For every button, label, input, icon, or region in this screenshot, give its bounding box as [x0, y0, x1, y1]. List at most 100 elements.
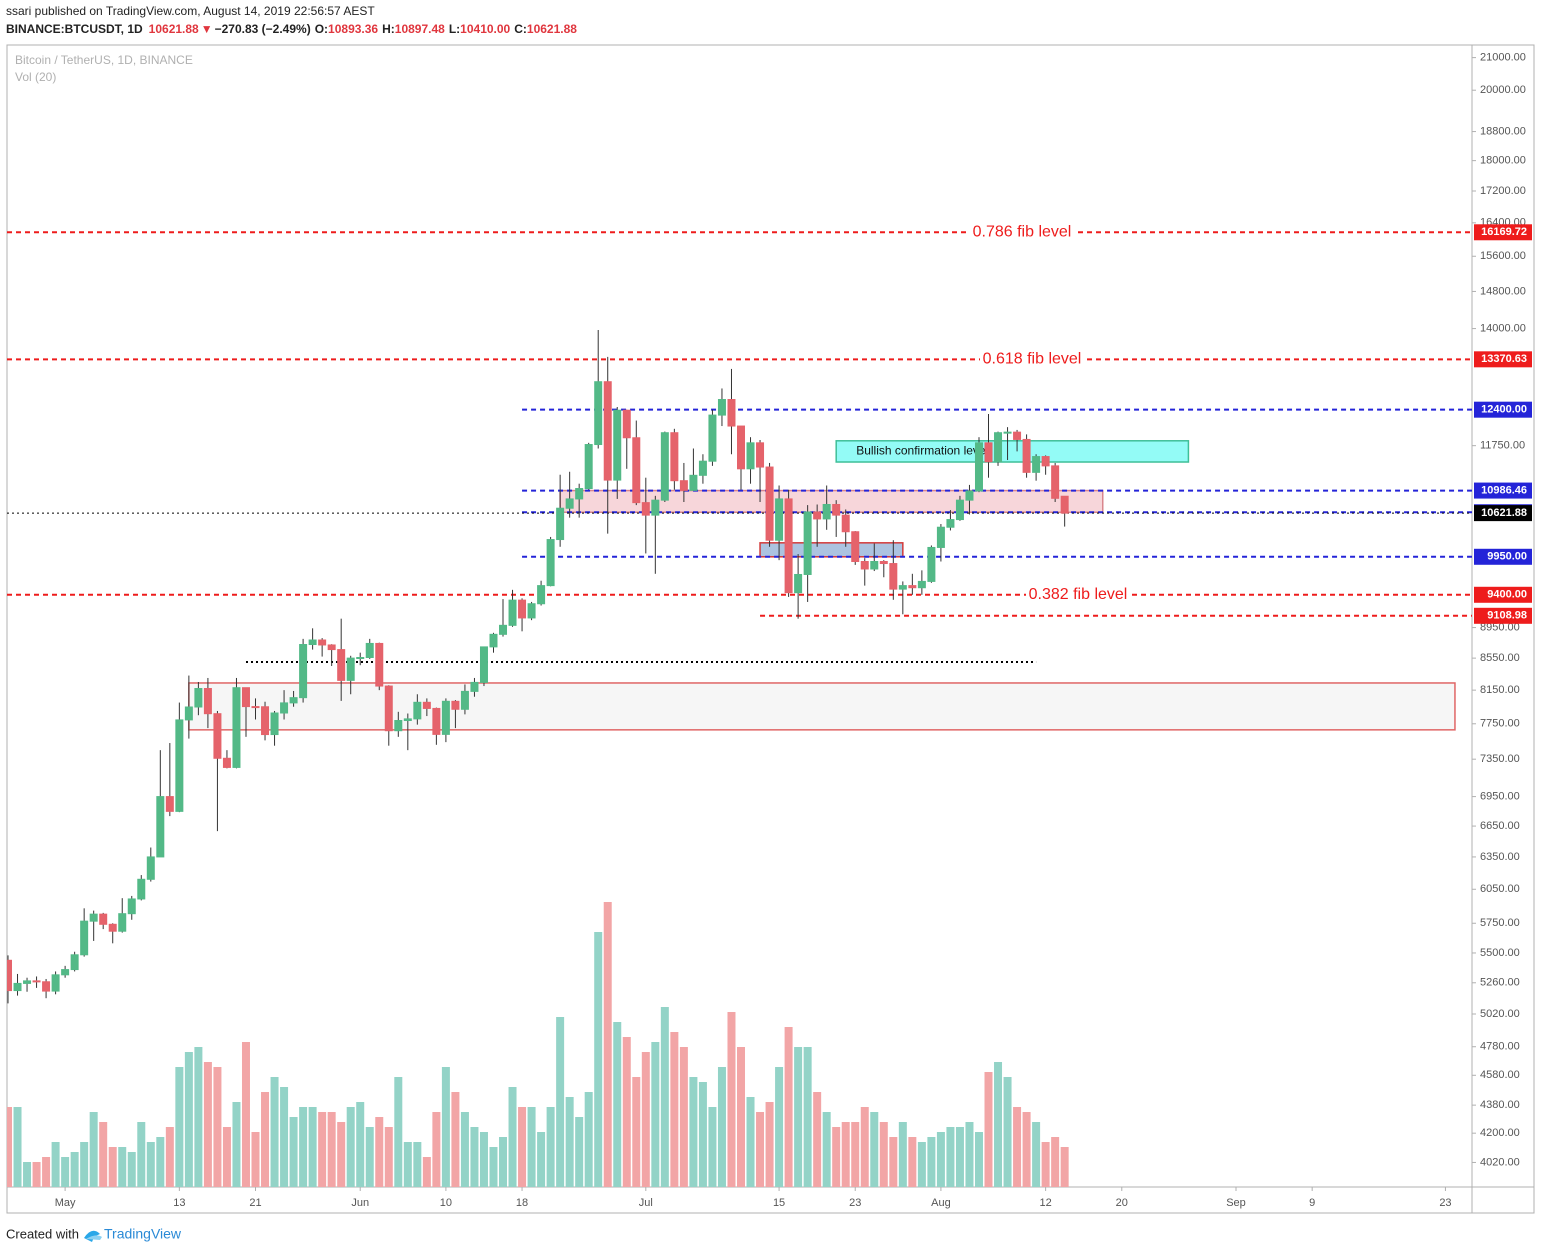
- candle-body: [61, 969, 70, 976]
- candle-body: [108, 923, 117, 932]
- zone: [835, 440, 1190, 463]
- candle-body: [308, 639, 317, 646]
- volume-bar: [422, 1157, 431, 1187]
- candle-body: [99, 913, 108, 925]
- ohlc-value: 10897.48: [395, 22, 445, 36]
- candle-body: [717, 399, 726, 416]
- candle-body: [460, 690, 469, 710]
- price-tag: [1474, 607, 1532, 624]
- volume-bar: [708, 1107, 717, 1187]
- candle-body: [546, 539, 555, 587]
- y-tick-label: 6350.00: [1480, 851, 1520, 863]
- candle-body: [241, 687, 250, 708]
- y-tick-label: 5750.00: [1480, 917, 1520, 929]
- volume-bar: [222, 1127, 231, 1187]
- candle-body: [613, 409, 622, 481]
- price-tag-label: 9108.98: [1487, 610, 1527, 622]
- change-arrow: ▼: [201, 22, 213, 36]
- level-text: 0.618 fib level: [983, 351, 1082, 368]
- volume-bar: [441, 1067, 450, 1187]
- y-tick-label: 4200.00: [1480, 1127, 1520, 1139]
- candle-body: [80, 920, 89, 956]
- volume-bar: [651, 1042, 660, 1187]
- volume-bar: [584, 1092, 593, 1187]
- volume-bar: [508, 1087, 517, 1187]
- y-tick-label: 4580.00: [1480, 1069, 1520, 1081]
- ohlc-key: C:: [514, 22, 527, 36]
- volume-bar: [137, 1122, 146, 1187]
- volume-bar: [737, 1047, 745, 1187]
- volume-bar: [556, 1017, 565, 1187]
- axes: 21000.00 20000.00 18800.00 18000.00 17200.00…: [55, 52, 1532, 1209]
- y-tick-label: 20000.00: [1480, 84, 1526, 96]
- y-tick-label: 4380.00: [1480, 1099, 1520, 1111]
- x-tick-label: 23: [849, 1197, 861, 1209]
- candle-body: [927, 546, 936, 582]
- candle-body: [689, 474, 698, 491]
- candle-body: [42, 981, 51, 992]
- volume-bar: [813, 1092, 822, 1187]
- volume-bar: [241, 1042, 250, 1187]
- candle-body: [679, 480, 688, 491]
- zone: [559, 489, 1104, 513]
- candle-body: [974, 442, 983, 492]
- candle-body: [917, 580, 926, 589]
- candle-body: [118, 913, 127, 932]
- candle-body: [813, 511, 822, 520]
- volume-bar: [251, 1132, 260, 1187]
- candle-body: [994, 432, 1003, 463]
- ohlc-key: L:: [449, 22, 460, 36]
- candle-body: [499, 624, 508, 635]
- volume-bar: [974, 1132, 983, 1187]
- candle-body: [879, 561, 888, 565]
- volume-bar: [994, 1062, 1003, 1187]
- price-tag: [1474, 586, 1532, 603]
- volume-bar: [70, 1152, 79, 1187]
- candle-body: [946, 519, 955, 528]
- candle-body: [451, 700, 460, 710]
- candle-body: [479, 646, 488, 683]
- volume-bar: [7, 1107, 12, 1187]
- level-text-bg: [970, 223, 1074, 242]
- zone: [188, 682, 1456, 731]
- candle-body: [222, 757, 231, 768]
- volume-bar: [356, 1102, 365, 1187]
- volume-bar: [184, 1052, 193, 1187]
- volume-bar: [679, 1047, 688, 1187]
- candle-body: [32, 980, 41, 983]
- candle-body: [203, 688, 212, 715]
- price-tag-label: 9400.00: [1487, 589, 1527, 601]
- volume-bar: [99, 1122, 108, 1187]
- volume-bar: [946, 1127, 955, 1187]
- level-text: 0.786 fib level: [973, 224, 1072, 241]
- candle-body: [213, 713, 222, 759]
- candle-body: [860, 561, 869, 570]
- ohlc-key: H:: [382, 22, 395, 36]
- candle-body: [908, 585, 917, 589]
- candle-body: [1022, 438, 1031, 473]
- volume-bar: [889, 1137, 898, 1187]
- volume-bar: [575, 1117, 584, 1187]
- candle-body: [1051, 465, 1060, 499]
- volume-bar: [470, 1127, 479, 1187]
- quote-line: BINANCE:BTCUSDT, 1D 10621.88 ▼ −270.83 (−2.…: [6, 22, 577, 36]
- volume-bar: [775, 1067, 784, 1187]
- volume-bar: [936, 1132, 945, 1187]
- volume-bar: [165, 1127, 174, 1187]
- volume-bar: [432, 1112, 441, 1187]
- price-tag-label: 10986.46: [1481, 484, 1527, 496]
- candle-body: [641, 502, 650, 516]
- y-tick-label: 14800.00: [1480, 285, 1526, 297]
- volume-bar: [860, 1107, 869, 1187]
- volume-bar: [594, 932, 603, 1187]
- x-tick-label: 10: [440, 1197, 452, 1209]
- y-tick-label: 6050.00: [1480, 883, 1520, 895]
- candle-body: [955, 499, 964, 521]
- candle-body: [556, 507, 565, 541]
- candle-body: [936, 526, 945, 548]
- price-tag: [1474, 482, 1532, 499]
- candle-body: [508, 599, 517, 626]
- zone-label: Bullish confirmation level: [856, 444, 988, 458]
- x-tick-label: 20: [1116, 1197, 1128, 1209]
- volume-bar: [898, 1122, 907, 1187]
